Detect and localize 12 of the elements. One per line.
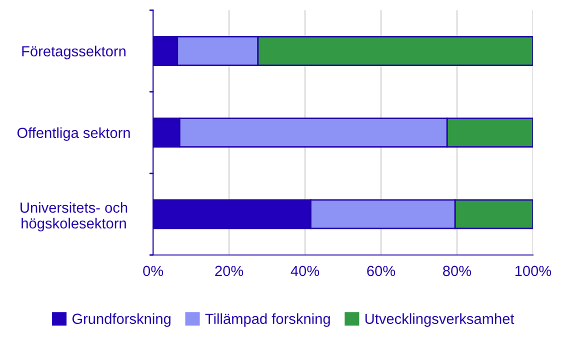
legend-label: Utvecklingsverksamhet xyxy=(365,313,514,327)
x-tick-label: 100% xyxy=(515,266,552,276)
x-tick-label: 60% xyxy=(367,266,396,276)
x-tick-label: 80% xyxy=(443,266,472,276)
x-tick-label: 0% xyxy=(143,266,164,276)
x-tick-label: 20% xyxy=(215,266,244,276)
x-tick-label: 40% xyxy=(290,266,320,276)
y-tick-label: Företagssektorn xyxy=(22,46,126,60)
legend-label: Tillämpad forskning xyxy=(205,313,330,327)
legend-label: Grundforskning xyxy=(72,313,170,327)
y-tick-label: Offentliga sektorn xyxy=(17,127,130,141)
y-tick-label: Universitets- och högskolesektorn xyxy=(20,202,128,232)
